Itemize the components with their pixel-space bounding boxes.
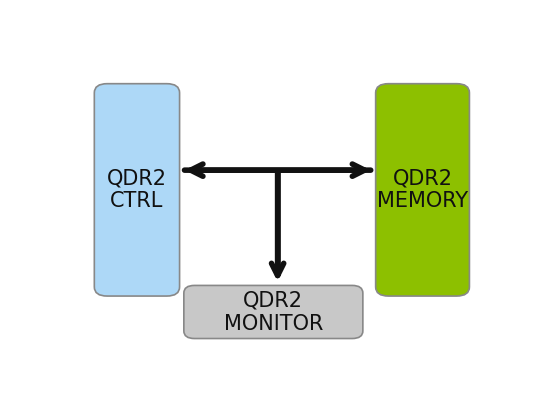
FancyBboxPatch shape xyxy=(184,285,363,338)
Text: QDR2
CTRL: QDR2 CTRL xyxy=(107,168,167,212)
Text: QDR2
MONITOR: QDR2 MONITOR xyxy=(224,290,323,334)
Text: QDR2
MEMORY: QDR2 MEMORY xyxy=(377,168,468,212)
FancyBboxPatch shape xyxy=(95,84,179,296)
FancyBboxPatch shape xyxy=(376,84,469,296)
